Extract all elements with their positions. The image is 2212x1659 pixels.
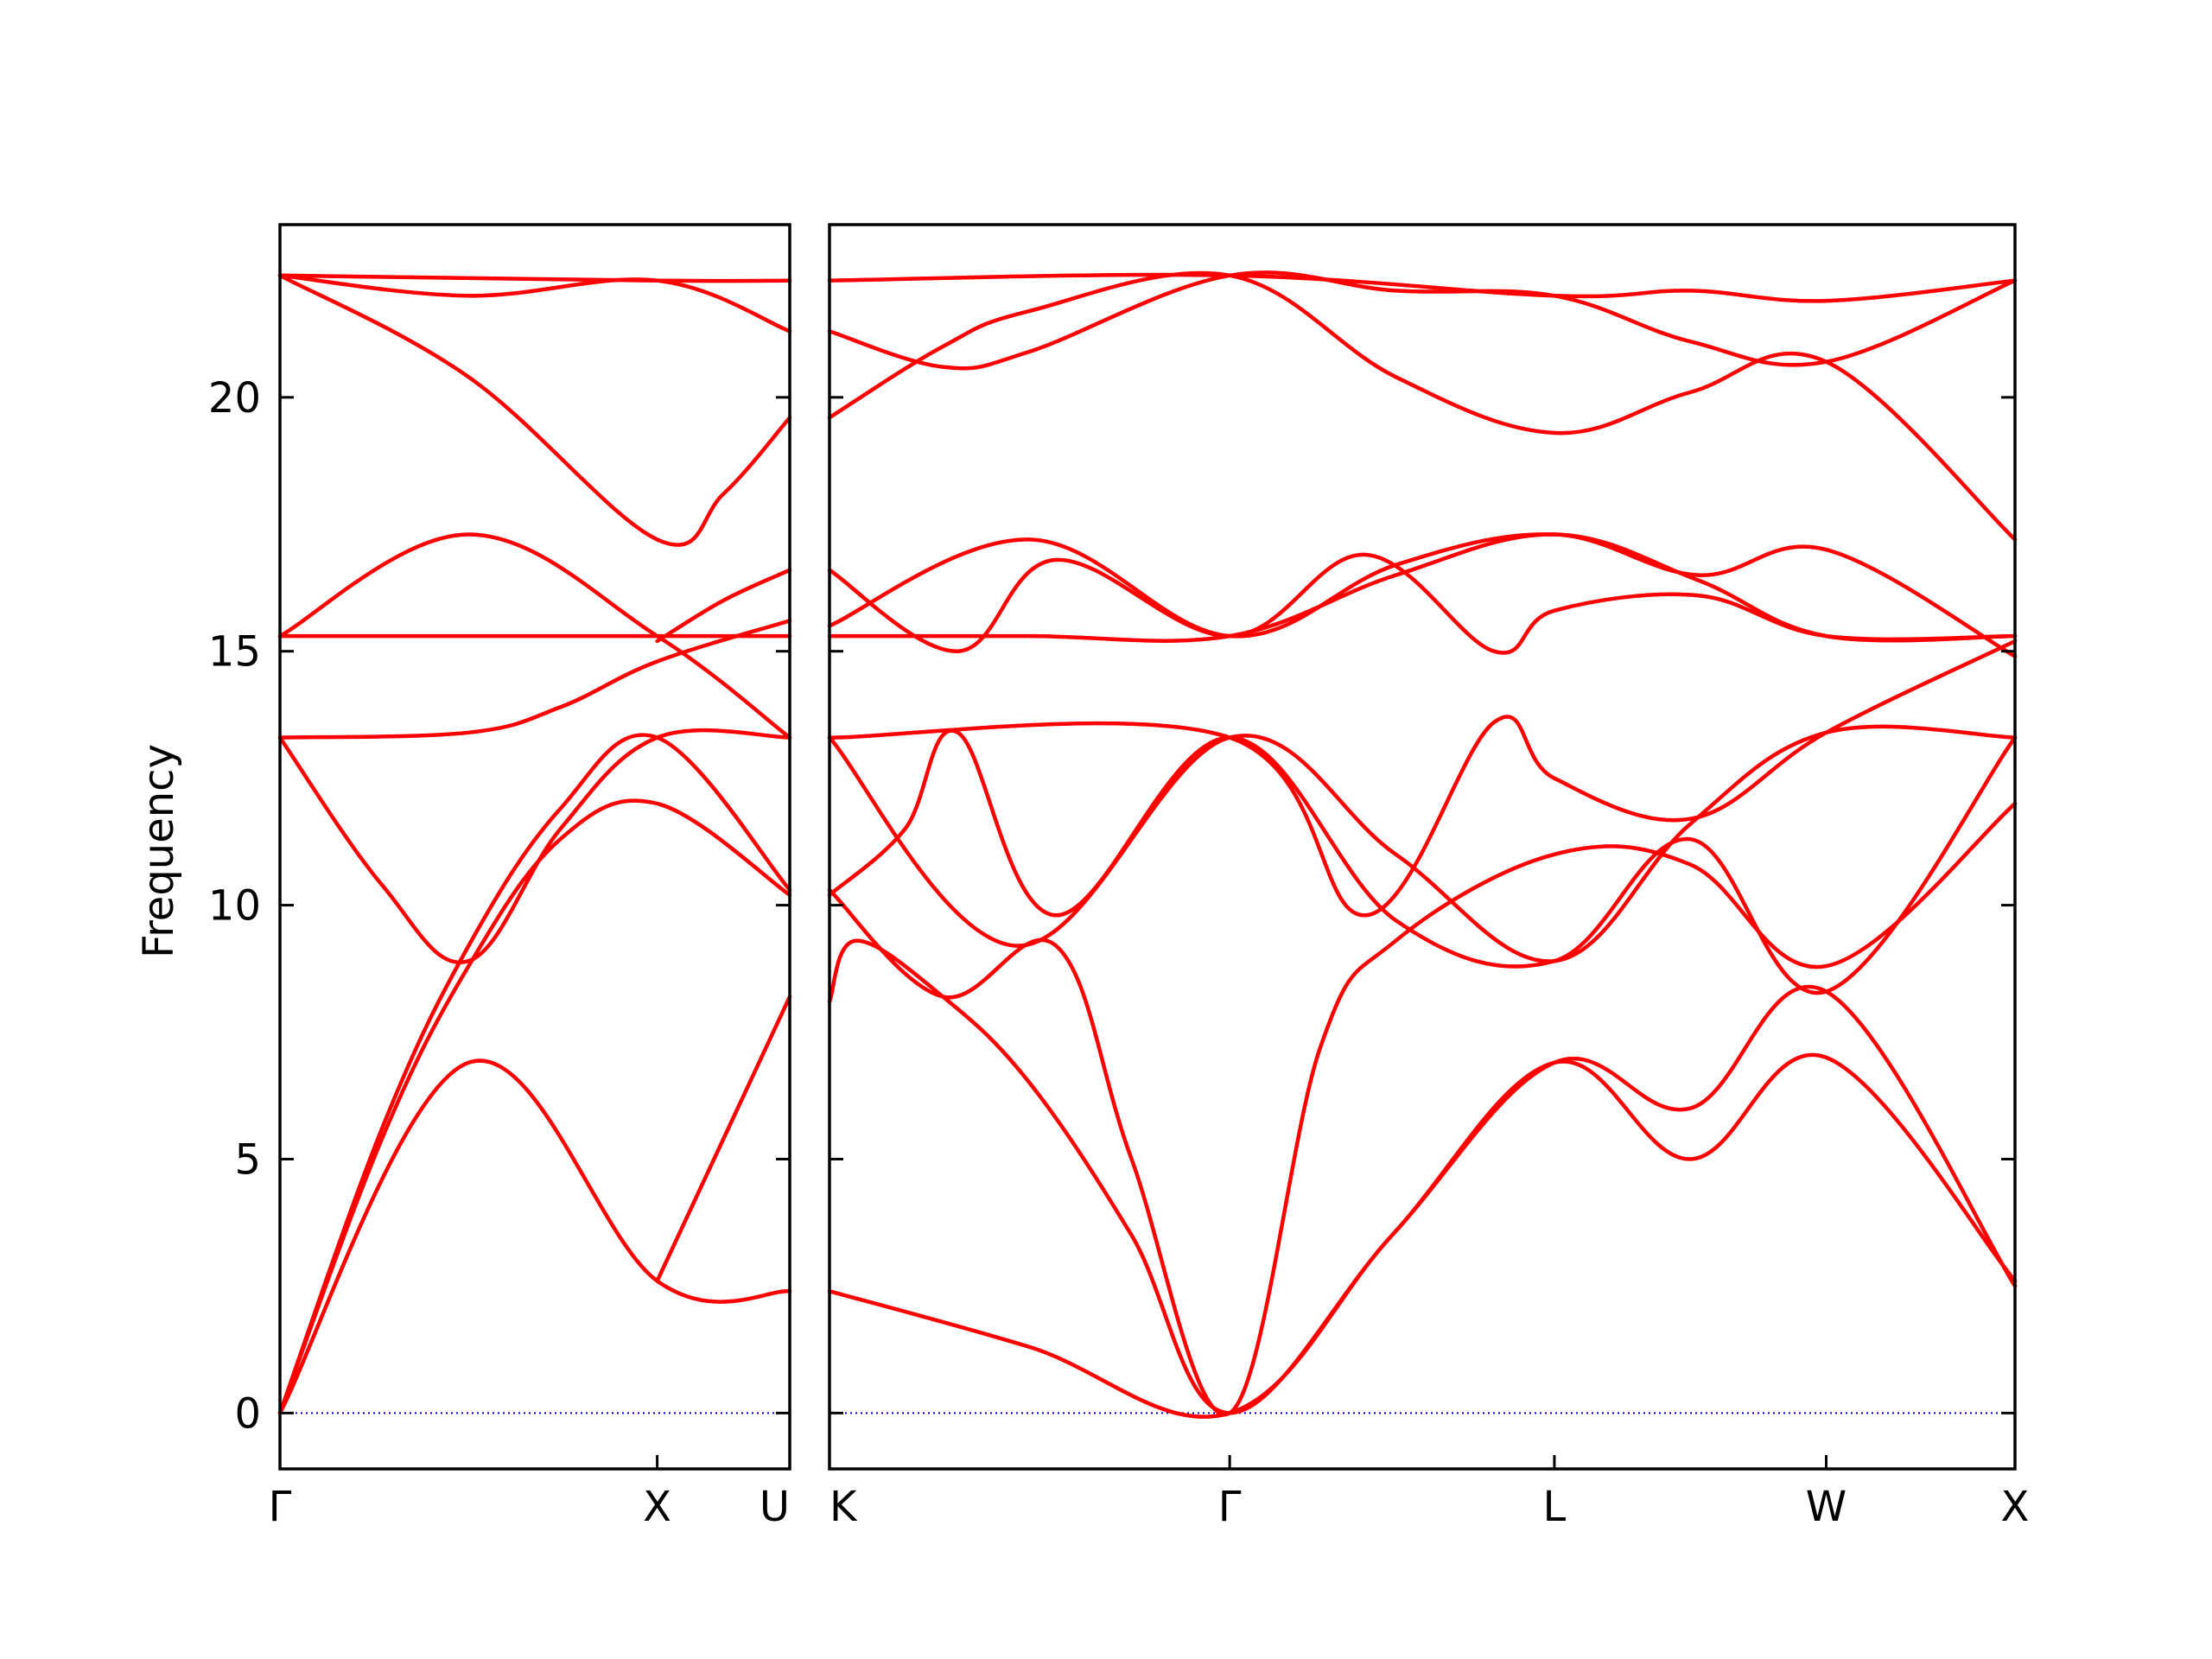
band-curve-p2-9 (827, 552, 2018, 655)
band-curve-p1-11 (655, 995, 792, 1283)
y-tick-label: 10 (208, 882, 261, 931)
band-curve-p2-8 (827, 532, 2018, 658)
band-curve-p1-12 (655, 568, 792, 644)
x-tick-label: Γ (1218, 1483, 1242, 1531)
band-curve-p2-2 (827, 938, 2018, 1415)
band-curve-p1-5 (277, 532, 792, 740)
band-curve-p2-6 (827, 639, 2018, 918)
band-curve-p1-3 (277, 733, 792, 1415)
band-curve-p2-4 (827, 728, 2018, 995)
x-tick-label: X (2001, 1483, 2030, 1531)
x-tick-label: K (830, 1483, 858, 1531)
y-tick-label: 5 (234, 1135, 261, 1184)
band-curve-p2-11 (827, 270, 2018, 371)
x-tick-label: L (1543, 1483, 1567, 1531)
band-curve-p1-9 (277, 273, 792, 334)
band-curve-p2-12 (827, 272, 2018, 303)
y-tick-label: 0 (234, 1389, 261, 1438)
band-curve-p1-8 (277, 273, 792, 547)
band-curve-p1-7 (277, 619, 792, 740)
axis-ticks: 0 5 10 15 20 Γ X U K Γ L W X (208, 374, 2030, 1531)
x-tick-label: U (760, 1483, 790, 1531)
y-axis-title: Frequency (135, 744, 183, 958)
band-curve-p1-2 (277, 798, 792, 1415)
band-curve-p2-10 (827, 270, 2018, 542)
band-curve-p1-10 (277, 273, 792, 283)
band-curve-p2-5 (827, 724, 2018, 963)
x-tick-label: Γ (269, 1483, 292, 1531)
y-tick-label: 15 (208, 628, 261, 677)
y-tick-label: 20 (208, 374, 261, 423)
x-tick-label: X (643, 1483, 671, 1531)
panel-frame-2 (828, 223, 2017, 1471)
band-curve-p2-1 (827, 1052, 2018, 1419)
band-curves (277, 270, 2018, 1419)
band-curve-p1-4 (277, 728, 792, 965)
x-tick-label: W (1806, 1483, 1847, 1531)
panel-frame-1 (278, 223, 791, 1471)
band-curve-p2-3 (827, 801, 2018, 1417)
band-curve-p1-1 (277, 1058, 792, 1415)
axes-frames (278, 223, 2017, 1471)
